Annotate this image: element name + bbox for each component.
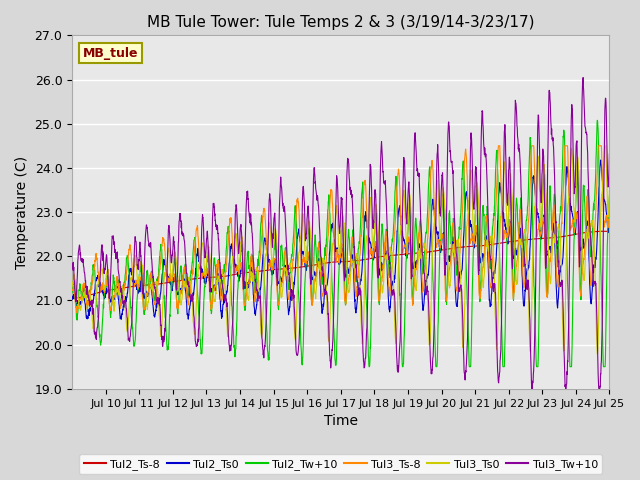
X-axis label: Time: Time (324, 414, 358, 428)
Y-axis label: Temperature (C): Temperature (C) (15, 156, 29, 269)
Legend: Tul2_Ts-8, Tul2_Ts0, Tul2_Tw+10, Tul3_Ts-8, Tul3_Ts0, Tul3_Tw+10: Tul2_Ts-8, Tul2_Ts0, Tul2_Tw+10, Tul3_Ts… (79, 455, 602, 474)
Text: MB_tule: MB_tule (83, 47, 138, 60)
Title: MB Tule Tower: Tule Temps 2 & 3 (3/19/14-3/23/17): MB Tule Tower: Tule Temps 2 & 3 (3/19/14… (147, 15, 534, 30)
